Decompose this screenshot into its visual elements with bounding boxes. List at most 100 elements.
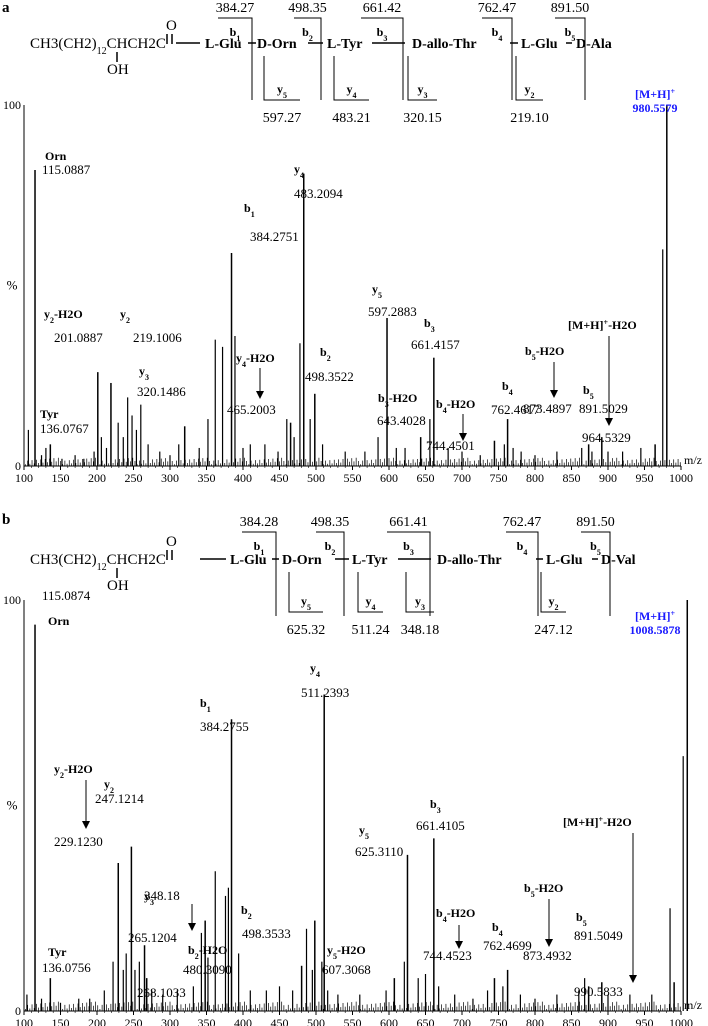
y-ion-mz: 348.18 <box>401 623 440 638</box>
x-tick-label: 300 <box>161 471 179 485</box>
peak-ion-label: y3 <box>144 889 154 907</box>
peak-mz-label: 661.4105 <box>416 818 465 833</box>
x-tick-label: 900 <box>599 1016 617 1026</box>
peak-mz-label: 265.1204 <box>128 930 177 945</box>
residue-l-glu: L-Glu <box>521 37 558 52</box>
b-ion-bracket <box>242 531 277 616</box>
peak-mz-label: 136.0767 <box>40 421 89 436</box>
peak-ion-label: y2 <box>104 777 114 795</box>
peak-ion-label: y2 <box>120 307 130 325</box>
peak-mz-label: 219.1006 <box>133 330 182 345</box>
x-tick-label: 150 <box>52 471 70 485</box>
x-tick-label: 1000 <box>669 1016 693 1026</box>
peak-ion-label: b3 <box>424 316 435 334</box>
b-ion-bracket <box>361 17 404 100</box>
lipid-chain: CH3(CH2)12CHCH2C <box>30 552 166 573</box>
x-tick-label: 700 <box>453 471 471 485</box>
x-tick-label: 950 <box>636 471 654 485</box>
residue-d-val: D-Val <box>601 553 636 568</box>
peak-ion-label: y2-H2O <box>44 307 83 325</box>
y-tick-label: 100 <box>3 98 21 112</box>
peak-mz-label: 873.4897 <box>523 401 572 416</box>
y-tick-label: 100 <box>3 593 21 607</box>
b-ion-mz: 384.27 <box>216 1 255 16</box>
arrow-head <box>545 939 553 947</box>
peak-mz-label: 384.2755 <box>200 719 249 734</box>
peak-mz-label: 348.18 <box>144 888 180 903</box>
x-tick-label: 100 <box>15 471 33 485</box>
residue-d-allo-thr: D-allo-Thr <box>412 37 477 52</box>
b-ion-mz: 891.50 <box>551 1 590 16</box>
peak-mz-label: 873.4932 <box>523 948 572 963</box>
x-tick-label: 800 <box>526 471 544 485</box>
peak-mz-label: 990.5833 <box>574 984 623 999</box>
b-ion-label: b4 <box>517 539 528 557</box>
x-tick-label: 650 <box>417 471 435 485</box>
residue-l-tyr: L-Tyr <box>352 553 388 568</box>
x-tick-label: 750 <box>490 471 508 485</box>
residue-d-orn: D-Orn <box>257 37 297 52</box>
peak-mz-label: 1008.5878 <box>630 623 681 637</box>
b-ion-bracket <box>482 17 513 100</box>
b-ion-bracket <box>555 17 586 100</box>
y-ion-label: y3 <box>418 82 428 100</box>
x-tick-label: 250 <box>125 1016 143 1026</box>
y-ion-mz: 247.12 <box>534 623 573 638</box>
b-ion-bracket <box>294 17 322 100</box>
peak-ion-label: b5-H2O <box>524 881 563 899</box>
residue-l-glu: L-Glu <box>205 37 242 52</box>
peak-mz-label: 762.4617 <box>491 402 540 417</box>
y-ion-bracket <box>405 572 434 613</box>
panel-letter: a <box>2 0 10 16</box>
y-ion-mz: 597.27 <box>263 111 302 126</box>
b-ion-label: b3 <box>377 25 388 43</box>
peak-mz-label: 744.4523 <box>423 948 472 963</box>
b-ion-label: b1 <box>230 25 241 43</box>
peak-ion-label: [M+H]+-H2O <box>563 815 632 830</box>
peak-mz-label: 320.1486 <box>137 384 186 399</box>
b-ion-bracket <box>581 531 611 616</box>
peak-mz-label: 498.3522 <box>305 369 354 384</box>
arrow-head <box>605 418 613 426</box>
peak-mz-label: 480.3090 <box>183 962 232 977</box>
peak-ion-label: y5 <box>359 823 369 841</box>
y-ion-label: y4 <box>347 82 357 100</box>
peak-mz-label: 891.5049 <box>574 928 623 943</box>
x-tick-label: 350 <box>198 1016 216 1026</box>
peak-mz-label: 115.0874 <box>42 588 91 603</box>
y-ion-label: y2 <box>525 82 535 100</box>
x-tick-label: 700 <box>453 1016 471 1026</box>
peak-mz-label: 661.4157 <box>411 337 460 352</box>
b-ion-label: b4 <box>492 25 503 43</box>
y-ion-bracket <box>263 56 300 101</box>
x-tick-label: 850 <box>563 1016 581 1026</box>
peak-mz-label: 643.4028 <box>377 413 426 428</box>
x-tick-label: 100 <box>15 1016 33 1026</box>
y-ion-mz: 625.32 <box>287 623 326 638</box>
residue-l-tyr: L-Tyr <box>327 37 363 52</box>
residue-l-glu: L-Glu <box>546 553 583 568</box>
x-tick-label: 450 <box>271 471 289 485</box>
carbonyl-oxygen: O <box>166 18 177 34</box>
x-tick-label: 850 <box>563 471 581 485</box>
x-tick-label: 300 <box>161 1016 179 1026</box>
carbonyl-oxygen: O <box>166 534 177 550</box>
x-tick-label: 550 <box>344 1016 362 1026</box>
peak-ion-label: Tyr <box>48 945 67 959</box>
panel-a: a CH3(CH2)12CHCH2C OH O L-Glu D-Orn L-Tyr D-all… <box>2 0 702 485</box>
peak-mz-label: 597.2883 <box>368 304 417 319</box>
peak-mz-label: 483.2094 <box>294 186 343 201</box>
peptide-structure: CH3(CH2)12CHCH2C OH O L-Glu D-Orn L-Tyr D-allo… <box>30 515 636 638</box>
x-tick-label: 400 <box>234 1016 252 1026</box>
peak-ion-label: y4 <box>310 661 320 679</box>
peak-ion-label: y2-H2O <box>54 762 93 780</box>
peak-mz-label: 465.2003 <box>227 402 276 417</box>
peak-ion-label: b2 <box>241 903 252 921</box>
peak-ion-label: b3 <box>430 797 441 815</box>
arrow-head <box>82 821 90 829</box>
peak-mz-label: 744.4501 <box>426 438 475 453</box>
panel-letter: b <box>2 512 10 528</box>
b-ion-mz: 762.47 <box>478 1 517 16</box>
arrow-head <box>629 975 637 983</box>
